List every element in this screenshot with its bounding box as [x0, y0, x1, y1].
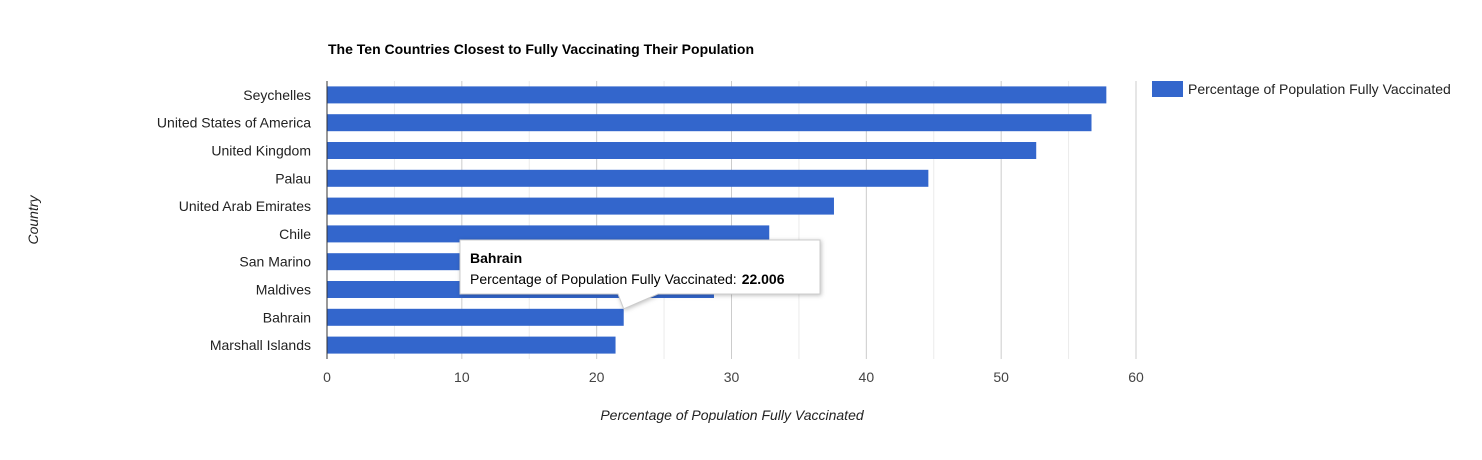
chart-title: The Ten Countries Closest to Fully Vacci…: [328, 41, 754, 57]
bar[interactable]: [327, 142, 1037, 159]
bar[interactable]: [327, 86, 1107, 104]
category-label: United Arab Emirates: [179, 198, 311, 214]
category-label: United Kingdom: [211, 143, 311, 159]
bar[interactable]: [327, 169, 929, 187]
tooltip-body: Percentage of Population Fully Vaccinate…: [470, 271, 785, 287]
category-label: Marshall Islands: [210, 337, 311, 353]
bar[interactable]: [327, 336, 616, 354]
category-label: United States of America: [157, 115, 311, 131]
bar[interactable]: [327, 197, 834, 215]
x-tick-label: 50: [993, 369, 1009, 385]
y-axis-title: Country: [25, 194, 41, 244]
x-tick-label: 60: [1128, 369, 1144, 385]
tooltip-label: Percentage of Population Fully Vaccinate…: [470, 271, 737, 287]
x-tick-label: 40: [859, 369, 875, 385]
category-label: Bahrain: [263, 309, 311, 325]
legend-swatch: [1152, 81, 1183, 97]
legend-label: Percentage of Population Fully Vaccinate…: [1188, 81, 1451, 97]
x-tick-label: 20: [589, 369, 605, 385]
category-label: San Marino: [239, 254, 311, 270]
bars: [327, 86, 1107, 354]
category-label: Seychelles: [243, 87, 311, 103]
x-tick-label: 0: [323, 369, 331, 385]
tooltip-value: 22.006: [742, 271, 785, 287]
bar[interactable]: [327, 114, 1092, 132]
category-label: Maldives: [256, 282, 311, 298]
tooltip: Bahrain Percentage of Population Fully V…: [459, 239, 821, 310]
legend[interactable]: Percentage of Population Fully Vaccinate…: [1152, 81, 1451, 97]
bar[interactable]: [327, 308, 624, 326]
category-labels: Seychelles United States of America United…: [157, 87, 311, 353]
x-tick-labels: 0 10 20 30 40 50 60: [323, 369, 1144, 385]
x-tick-label: 10: [454, 369, 470, 385]
tooltip-title: Bahrain: [470, 250, 522, 266]
x-tick-label: 30: [724, 369, 740, 385]
bar[interactable]: [327, 225, 770, 243]
tooltip-box: [459, 239, 821, 310]
category-label: Palau: [275, 170, 311, 186]
category-label: Chile: [279, 226, 311, 242]
x-axis-title: Percentage of Population Fully Vaccinate…: [600, 407, 865, 423]
